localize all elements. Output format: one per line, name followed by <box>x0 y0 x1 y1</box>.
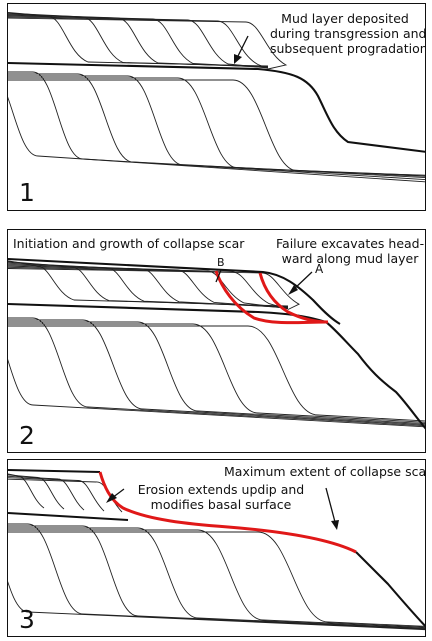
annotation-arrowhead <box>234 54 242 64</box>
panel-2-drawing <box>8 257 425 430</box>
clinoform-line <box>8 71 425 180</box>
clinoform-line <box>8 266 289 310</box>
clinoform-line <box>8 15 269 69</box>
clinoform-line <box>8 325 425 422</box>
panel-1-drawing <box>8 11 425 183</box>
clinoform-line <box>8 79 425 176</box>
panel-number: 2 <box>19 421 35 450</box>
label-a: A <box>315 262 324 276</box>
annotation-arrow-a <box>292 271 313 291</box>
panel-2-title: Initiation and growth of collapse scar <box>13 236 245 251</box>
clinoform-line <box>8 358 425 428</box>
note-line: during transgression and <box>270 26 426 41</box>
panel-1: Mud layer deposited during transgression… <box>7 3 426 211</box>
panel-3-drawing <box>8 468 425 631</box>
annotation-arrowhead-maximum <box>331 520 339 530</box>
note-line: Mud layer deposited <box>281 11 409 26</box>
clinoform-line <box>8 268 300 310</box>
clinoform-line <box>8 475 85 511</box>
clinoform-line <box>8 265 289 309</box>
clinoform-line <box>8 581 425 631</box>
panel-number: 3 <box>19 605 35 634</box>
clinoform-line <box>8 323 425 423</box>
annotation-arrow <box>237 35 249 57</box>
note-line: ward along mud layer <box>281 251 419 266</box>
lower-clinoforms <box>8 523 425 631</box>
note-line: Erosion extends updip and <box>137 482 305 497</box>
annotation-arrow-maximum <box>325 487 336 523</box>
mud-layer-surface <box>8 302 425 430</box>
panel-3-title: Maximum extent of collapse scar <box>224 464 426 479</box>
clinoform-line <box>8 319 425 426</box>
upper-clinoforms <box>8 260 300 310</box>
collapse-scar-b <box>214 270 327 325</box>
clinoform-line <box>8 77 425 176</box>
clinoform-line <box>8 317 425 427</box>
upper-surface <box>8 468 101 474</box>
panel-number: 1 <box>19 178 35 207</box>
clinoform-line <box>8 529 425 628</box>
lower-clinoforms <box>8 71 425 183</box>
clinoform-line <box>8 531 425 627</box>
annotation-arrowhead-a <box>288 285 298 295</box>
mud-layer-note: Mud layer deposited during transgression… <box>270 11 426 56</box>
basal-continuation <box>355 551 425 628</box>
collapse-scar-a <box>258 272 329 324</box>
annotation-arrowhead-erosion <box>106 493 117 503</box>
clinoform-line <box>8 525 425 630</box>
lower-clinoforms <box>8 317 425 428</box>
upper-clinoforms <box>8 11 288 70</box>
failure-note: Failure excavates head- ward along mud l… <box>276 236 424 266</box>
note-line: subsequent progradation <box>270 41 426 56</box>
upper-surface <box>8 257 341 325</box>
clinoform-line <box>8 16 269 69</box>
clinoform-line <box>8 477 105 512</box>
clinoform-line <box>8 321 425 425</box>
clinoform-line <box>8 73 425 179</box>
clinoform-line <box>8 96 425 183</box>
panel-2: Initiation and growth of collapse scar F… <box>7 229 426 453</box>
note-line: Failure excavates head- <box>276 236 425 251</box>
clinoform-line <box>8 17 288 70</box>
annotation-arrow-b <box>215 269 222 283</box>
upper-clinoforms <box>8 473 123 513</box>
clinoform-line <box>8 12 269 67</box>
lower-surface <box>8 511 129 522</box>
erosion-note: Erosion extends updip and modifies basal… <box>126 482 316 512</box>
label-b: B <box>217 256 225 269</box>
panel-3: Maximum extent of collapse scar Erosion … <box>7 459 426 637</box>
clinoform-line <box>8 527 425 629</box>
clinoform-line <box>8 75 425 177</box>
note-line: modifies basal surface <box>150 497 292 512</box>
clinoform-line <box>8 523 425 630</box>
active-clinoform <box>8 61 425 153</box>
